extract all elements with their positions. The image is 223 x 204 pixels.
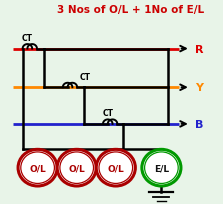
Text: B: B (195, 119, 203, 129)
Text: O/L: O/L (107, 163, 124, 172)
Text: CT: CT (22, 34, 33, 43)
Text: CT: CT (79, 72, 90, 81)
Text: E/L: E/L (154, 163, 169, 172)
Text: CT: CT (102, 109, 113, 118)
Circle shape (142, 150, 181, 186)
Circle shape (96, 150, 135, 186)
Text: R: R (195, 44, 204, 54)
Text: Y: Y (195, 83, 203, 93)
Text: 3 Nos of O/L + 1No of E/L: 3 Nos of O/L + 1No of E/L (58, 5, 204, 15)
Text: O/L: O/L (29, 163, 46, 172)
Text: O/L: O/L (68, 163, 85, 172)
Circle shape (57, 150, 96, 186)
Circle shape (18, 150, 57, 186)
